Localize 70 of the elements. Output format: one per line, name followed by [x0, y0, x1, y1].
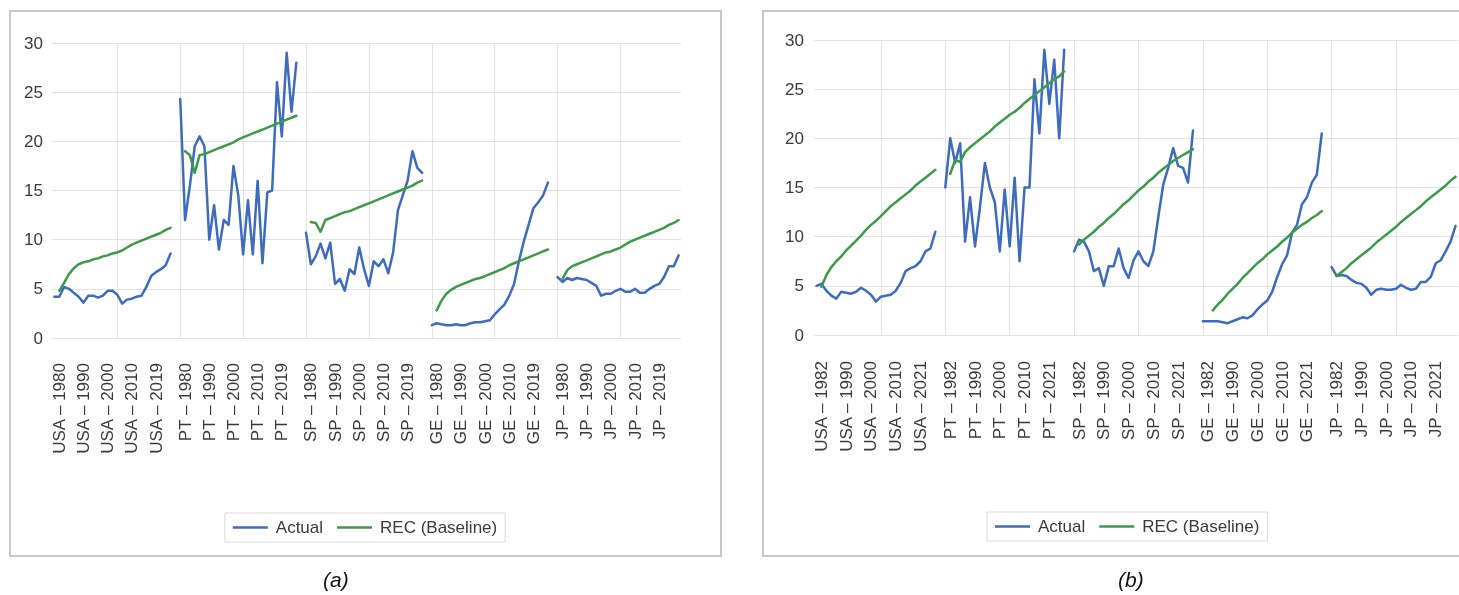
x-tick-label: USA – 2000 — [98, 363, 118, 454]
x-tick-label: USA – 2019 — [146, 363, 166, 454]
x-tick-label: PT – 2000 — [223, 363, 243, 442]
y-tick-label: 15 — [24, 181, 43, 200]
y-tick-label: 25 — [24, 82, 43, 102]
y-tick-label: 10 — [785, 227, 804, 247]
x-tick-label: USA – 1990 — [836, 361, 856, 452]
y-tick-label: 5 — [794, 276, 804, 296]
x-tick-label: SP – 2021 — [1168, 361, 1188, 441]
x-tick-label: JP – 1990 — [1351, 361, 1371, 438]
y-tick-label: 20 — [785, 128, 804, 148]
text: (a) — [323, 568, 349, 591]
y-tick-label: 25 — [785, 79, 804, 99]
y-tick-label: 30 — [24, 33, 43, 53]
x-tick-label: USA – 2010 — [886, 361, 906, 452]
y-tick-label: 10 — [24, 230, 43, 250]
x-tick-label: JP – 2010 — [625, 363, 645, 440]
x-tick-label: PT – 1980 — [175, 363, 195, 442]
y-tick-label: 30 — [785, 30, 804, 50]
x-tick-label: JP – 2021 — [1426, 361, 1446, 438]
x-tick-label: PT – 2010 — [1015, 361, 1035, 440]
legend-label: REC (Baseline) — [380, 518, 498, 537]
text: (b) — [1118, 568, 1144, 591]
x-tick-label: SP – 1982 — [1069, 361, 1089, 441]
x-tick-label: PT – 2019 — [272, 363, 292, 442]
x-tick-label: GE – 2021 — [1297, 361, 1317, 443]
x-tick-label: SP – 2000 — [349, 363, 369, 443]
x-tick-label: GE – 1980 — [427, 363, 447, 445]
x-tick-label: GE – 1990 — [1223, 361, 1243, 443]
x-tick-label: USA – 2021 — [911, 361, 931, 452]
x-tick-label: PT – 1990 — [199, 363, 219, 442]
x-tick-label: SP – 2010 — [1143, 361, 1163, 441]
x-tick-label: SP – 2019 — [398, 363, 418, 443]
x-tick-label: SP – 1990 — [325, 363, 345, 443]
x-tick-label: USA – 2000 — [861, 361, 881, 452]
x-tick-label: GE – 2000 — [475, 363, 495, 445]
x-tick-label: JP – 2010 — [1401, 361, 1421, 438]
legend-label: REC (Baseline) — [1142, 517, 1260, 536]
x-tick-label: GE – 2010 — [499, 363, 519, 445]
x-tick-label: JP – 1990 — [577, 363, 597, 440]
x-tick-label: SP – 2010 — [373, 363, 393, 443]
x-tick-label: GE – 1990 — [451, 363, 471, 445]
x-tick-label: GE – 2010 — [1272, 361, 1292, 443]
y-tick-label: 0 — [33, 328, 43, 348]
x-tick-label: USA – 2010 — [122, 363, 142, 454]
y-tick-label: 20 — [24, 131, 43, 151]
x-tick-label: SP – 1980 — [301, 363, 321, 443]
x-tick-label: JP – 2000 — [1376, 361, 1396, 438]
x-tick-label: PT – 2010 — [248, 363, 268, 442]
x-tick-label: JP – 1980 — [552, 363, 572, 440]
legend-label: Actual — [275, 518, 324, 537]
y-tick-label: 0 — [794, 325, 804, 345]
x-tick-label: JP – 2019 — [649, 363, 669, 440]
x-tick-label: GE – 2019 — [523, 363, 543, 445]
x-tick-label: USA – 1990 — [73, 363, 93, 454]
x-tick-label: JP – 1982 — [1327, 361, 1347, 438]
x-tick-label: SP – 1990 — [1094, 361, 1114, 441]
x-tick-label: GE – 1982 — [1198, 361, 1218, 443]
y-tick-label: 5 — [33, 279, 43, 299]
x-tick-label: USA – 1982 — [811, 361, 831, 452]
x-tick-label: PT – 1982 — [940, 361, 960, 440]
legend-label: Actual — [1038, 517, 1086, 536]
x-tick-label: PT – 2000 — [990, 361, 1010, 440]
y-tick-label: 15 — [785, 178, 804, 197]
x-tick-label: PT – 1990 — [965, 361, 985, 440]
x-tick-label: SP – 2000 — [1119, 361, 1139, 441]
x-tick-label: JP – 2000 — [601, 363, 621, 440]
x-tick-label: GE – 2000 — [1247, 361, 1267, 443]
x-tick-label: PT – 2021 — [1039, 361, 1059, 440]
x-tick-label: USA – 1980 — [49, 363, 69, 454]
